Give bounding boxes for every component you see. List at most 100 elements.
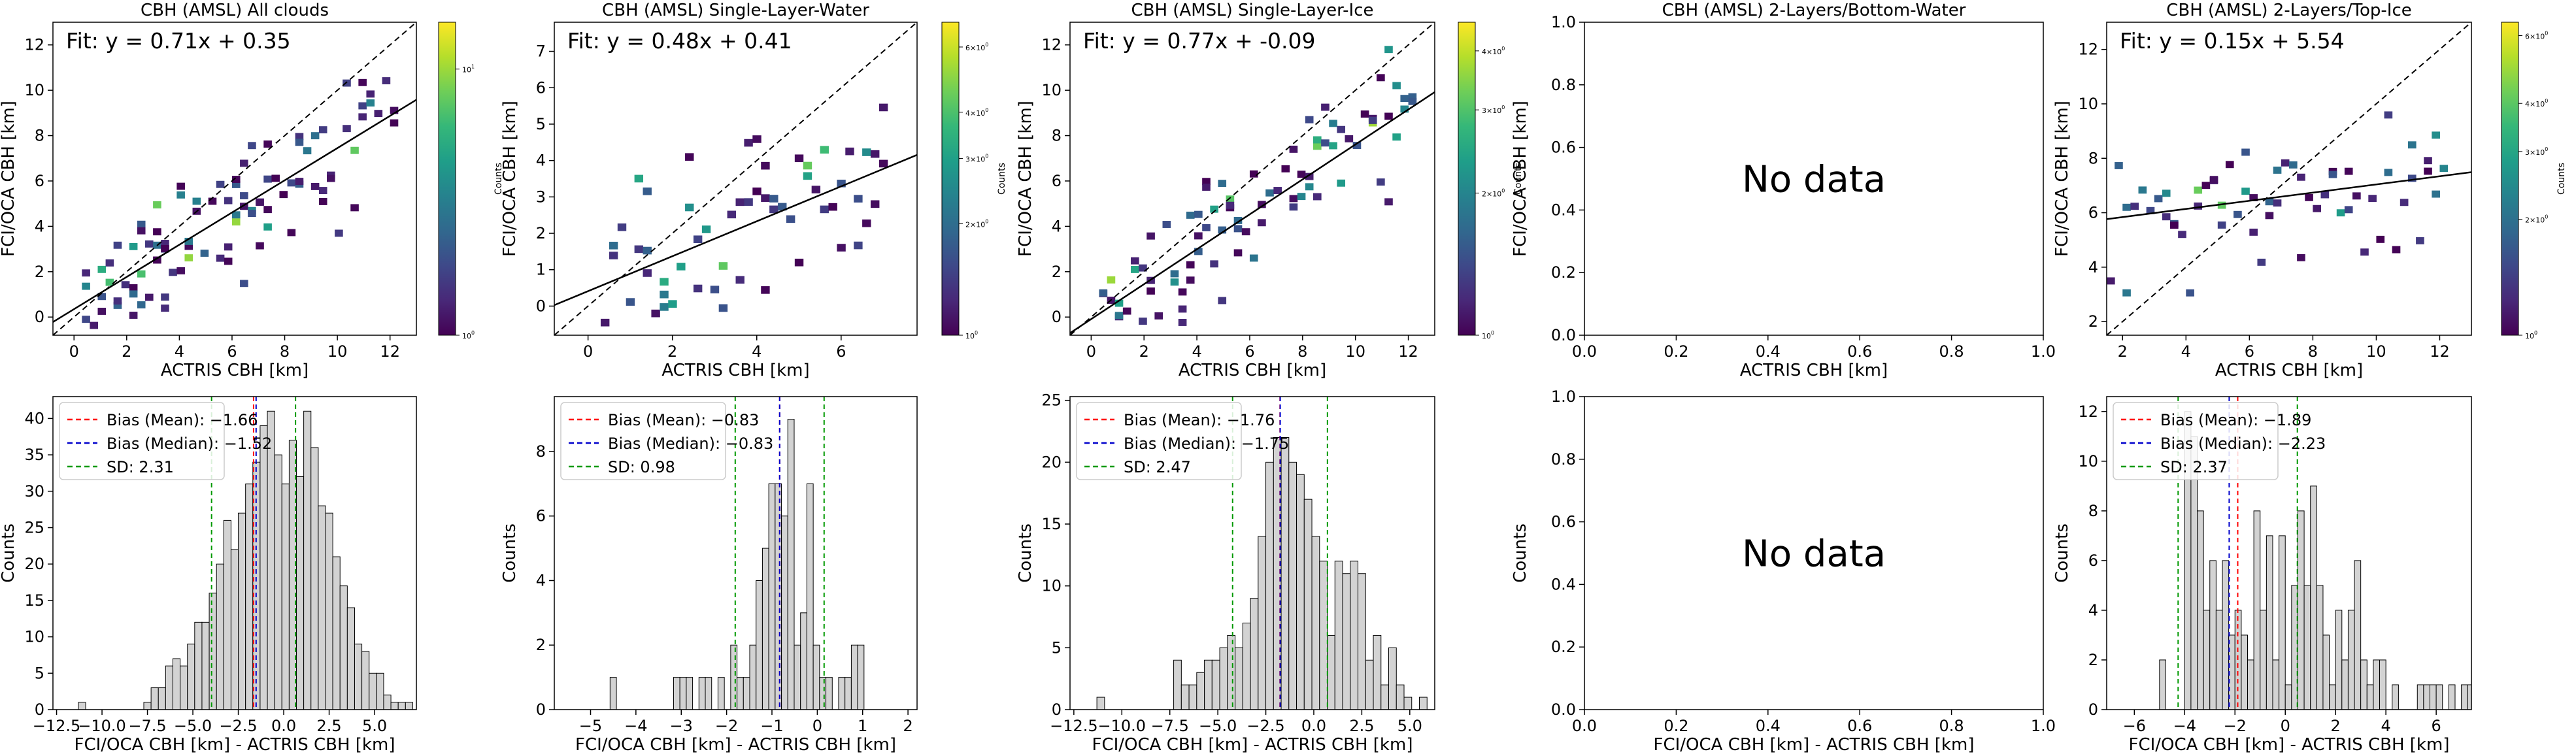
hist2d-cell bbox=[310, 182, 320, 190]
y-tick-label: 8 bbox=[2088, 149, 2098, 167]
hist2d-cell bbox=[1289, 195, 1298, 203]
histogram-bar bbox=[2347, 610, 2355, 710]
hist2d-cell bbox=[113, 241, 122, 249]
x-axis-label: ACTRIS CBH [km] bbox=[1179, 361, 1326, 380]
histogram-bar bbox=[158, 687, 166, 710]
y-tick-label: 0.4 bbox=[1551, 201, 1576, 219]
hist2d-cell bbox=[693, 284, 703, 293]
histogram-bar bbox=[2260, 610, 2267, 710]
hist2d-cell bbox=[145, 240, 154, 248]
axes-frame bbox=[554, 22, 918, 336]
hist2d-cell bbox=[1352, 142, 1362, 150]
hist2d-cell bbox=[2249, 228, 2258, 236]
y-tick-label: 25 bbox=[1041, 391, 1062, 410]
hist2d-cell bbox=[2407, 141, 2417, 149]
histogram-bar bbox=[346, 607, 355, 710]
hist2d-cell bbox=[2424, 157, 2432, 165]
hist2d-cell bbox=[643, 187, 652, 195]
legend-item: Bias (Median): −2.23 bbox=[2160, 435, 2326, 453]
y-axis-label: FCI/OCA CBH [km] bbox=[1016, 101, 1035, 257]
hist2d-cell bbox=[1368, 116, 1377, 124]
legend-item: Bias (Mean): −0.83 bbox=[608, 411, 759, 429]
hist2d-cell bbox=[161, 304, 169, 312]
colorbar-tick-label: 100 bbox=[2525, 330, 2537, 340]
hist2d-cell bbox=[137, 301, 146, 308]
histogram-bar bbox=[442, 702, 449, 710]
hist2d-cell bbox=[634, 245, 644, 254]
histogram-bar bbox=[325, 512, 333, 710]
histogram-bar bbox=[332, 556, 341, 710]
legend-item: Bias (Median): −1.75 bbox=[1124, 435, 1289, 453]
histogram-bar bbox=[223, 519, 231, 710]
hist2d-cell bbox=[2289, 161, 2298, 169]
x-tick-label: 10 bbox=[327, 342, 348, 361]
histogram-bar bbox=[2215, 610, 2223, 710]
x-tick-label: 8 bbox=[2308, 342, 2318, 361]
no-data-label: No data bbox=[1742, 533, 1886, 576]
histogram-bar bbox=[2297, 510, 2305, 710]
histogram-bar bbox=[1350, 561, 1359, 710]
hist2d-cell bbox=[1186, 276, 1195, 284]
y-tick-label: 5 bbox=[35, 664, 44, 682]
x-tick-label: 4 bbox=[2381, 717, 2391, 735]
hist2d-cell bbox=[735, 198, 744, 206]
hist2d-cell bbox=[318, 126, 327, 134]
histogram-bar bbox=[281, 484, 290, 710]
histogram-bar bbox=[673, 677, 680, 710]
histogram-bar bbox=[1288, 461, 1297, 710]
hist2d-cell bbox=[820, 146, 829, 154]
hist2d-cell bbox=[878, 103, 888, 112]
hist2d-cell bbox=[318, 187, 327, 195]
hist2d-cell bbox=[1146, 287, 1155, 295]
hist2d-cell bbox=[1377, 178, 1385, 186]
y-tick-label: 4 bbox=[536, 571, 546, 589]
hist2d-cell bbox=[216, 180, 225, 188]
hist2d-cell bbox=[176, 267, 185, 274]
fit-label: Fit: y = 0.77x + -0.09 bbox=[1083, 28, 1315, 54]
hist2d-cell bbox=[1170, 278, 1179, 286]
colorbar-label: Counts bbox=[1513, 163, 1524, 195]
y-tick-label: 0.6 bbox=[1551, 513, 1576, 531]
colorbar-tick-label: 4×100 bbox=[2525, 98, 2548, 108]
x-tick-label: 2 bbox=[2331, 717, 2341, 735]
hist2d-cell bbox=[161, 239, 169, 247]
hist2d-cell bbox=[82, 269, 90, 277]
hist2d-cell bbox=[854, 195, 863, 203]
hist2d-cell bbox=[1360, 110, 1369, 118]
x-tick-label: 0.4 bbox=[1756, 717, 1781, 735]
legend: Bias (Mean): −1.76 Bias (Median): −1.75 SD… bbox=[1076, 402, 1289, 480]
hist2d-cell bbox=[390, 107, 399, 114]
x-tick-label: −10.0 bbox=[1098, 717, 1146, 735]
x-tick-label: 12 bbox=[1398, 342, 1418, 361]
hist2d-cell bbox=[2146, 206, 2155, 214]
hist2d-cell bbox=[105, 278, 114, 286]
hist2d-cell bbox=[145, 293, 154, 301]
y-tick-label: 0.0 bbox=[1551, 326, 1576, 344]
histogram-bar bbox=[2197, 510, 2204, 710]
hist2d-cell bbox=[137, 227, 146, 235]
histogram-bar bbox=[756, 580, 763, 710]
y-tick-label: 6 bbox=[1052, 172, 1062, 190]
hist2d-cell bbox=[287, 229, 296, 237]
hist2d-cell bbox=[2281, 159, 2290, 167]
y-tick-label: 3 bbox=[536, 188, 546, 206]
hist2d-cell bbox=[1297, 193, 1306, 201]
legend-item: SD: 2.37 bbox=[2160, 458, 2228, 476]
colorbar-tick-base: 10 bbox=[462, 332, 471, 340]
hist2d-cell bbox=[828, 203, 837, 211]
histogram-bar bbox=[2335, 610, 2343, 710]
hist2d-cell bbox=[1384, 46, 1393, 54]
y-tick-label: 1.0 bbox=[1551, 13, 1576, 31]
colorbar-tick-label: 4×100 bbox=[965, 107, 988, 118]
fit-line bbox=[2107, 171, 2471, 220]
colorbar-tick-base: 2×10 bbox=[1482, 189, 1501, 198]
hist2d-cell bbox=[1202, 224, 1211, 231]
hist2d-cell bbox=[2320, 191, 2330, 199]
colorbar-tick-base: 10 bbox=[462, 66, 471, 74]
hist2d-cell bbox=[184, 242, 193, 250]
y-tick-label: 12 bbox=[2078, 41, 2098, 59]
histogram-bar bbox=[2303, 585, 2311, 710]
hist2d-cell bbox=[231, 176, 241, 183]
x-tick-label: 0.2 bbox=[1664, 342, 1688, 361]
plot-content bbox=[609, 397, 865, 710]
